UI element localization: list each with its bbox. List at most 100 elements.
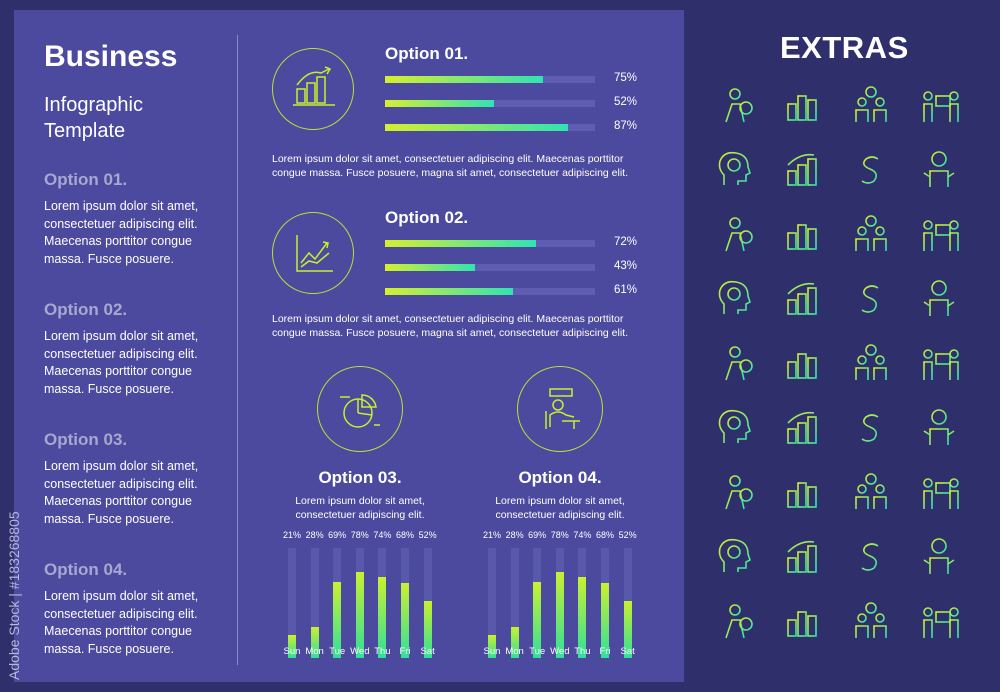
option3-icon-circle: [317, 366, 403, 452]
column-track: [533, 548, 542, 658]
column-day-label: Mon: [505, 646, 524, 657]
line-chart-icon: [712, 276, 758, 322]
dollar-cycle-icon: [712, 598, 758, 644]
divider: [237, 35, 238, 665]
column-track: [623, 548, 632, 658]
option1-title: Option 01.: [385, 44, 469, 63]
column-bar: [333, 582, 342, 658]
column-value-label: 74%: [373, 530, 392, 540]
line-chart-growth-icon: [296, 235, 333, 272]
column-bar: [601, 583, 609, 658]
column-track: [401, 548, 409, 658]
sidebar-option-4: Option 04. Lorem ipsum dolor sit amet, c…: [44, 560, 224, 658]
triangle-arrow-icon: [780, 405, 826, 451]
column-track: [378, 548, 387, 658]
column-day-label: Tue: [329, 646, 346, 657]
sidebar-option-text: Lorem ipsum dolor sit amet, consectetuer…: [44, 329, 199, 396]
bar-chart-growth-icon: [293, 66, 335, 106]
column-bar: [355, 572, 364, 658]
column-value-label: 69%: [528, 530, 547, 540]
option3-title: Option 03.: [318, 468, 402, 487]
dollar-sign-icon: [848, 147, 894, 193]
column-value-label: 21%: [482, 530, 501, 540]
column-bar: [623, 600, 632, 658]
option2-title: Option 02.: [385, 208, 469, 227]
businessman-money-icon: [712, 82, 758, 128]
watermark-text: Adobe Stock | #183268805: [6, 511, 22, 680]
person-pie-icon: [780, 469, 826, 515]
column-day-label: Thu: [374, 646, 391, 657]
column-day-label: Wed: [350, 646, 370, 657]
column-value-label: 28%: [505, 530, 524, 540]
column-track: [578, 548, 587, 658]
credit-card-icon: [712, 534, 758, 580]
option2-bar-1-label: 72%: [614, 236, 638, 248]
column-value-label: 21%: [282, 530, 301, 540]
bar-fill: [385, 100, 495, 107]
extras-panel: [684, 0, 1000, 692]
extras-title: EXTRAS: [780, 30, 909, 65]
column-day-label: Sat: [620, 646, 635, 657]
monitor-chart-icon: [780, 534, 826, 580]
column-value-label: 52%: [418, 530, 437, 540]
bar-fill: [385, 240, 537, 247]
option3-text: Lorem ipsum dolor sit amet, consectetuer…: [295, 495, 425, 521]
column-track: [510, 548, 519, 658]
coins-dollar-icon: [848, 469, 894, 515]
column-bar: [378, 576, 387, 658]
column-bar: [423, 600, 432, 658]
option1-bar-2-label: 52%: [614, 96, 638, 108]
option2-bar-3: [385, 288, 595, 295]
presentation-icon: [916, 82, 962, 128]
column-track: [333, 548, 342, 658]
money-bag-icon: [848, 405, 894, 451]
bar-fill: [385, 124, 568, 131]
team-gears-icon: [848, 82, 894, 128]
briefcase-dollar-icon: [780, 598, 826, 644]
growth-chart-icon: [780, 147, 826, 193]
speaker-board-icon: [848, 211, 894, 257]
column-day-label: Sat: [420, 646, 435, 657]
sidebar-option-title: Option 02.: [44, 300, 128, 319]
store-icon: [848, 534, 894, 580]
sidebar-option-1: Option 01. Lorem ipsum dolor sit amet, c…: [44, 170, 224, 268]
page-title: Business: [44, 40, 178, 73]
column-day-label: Fri: [399, 646, 411, 657]
manager-icon: [916, 211, 962, 257]
option1-bar-3: [385, 124, 595, 131]
column-day-label: Mon: [305, 646, 324, 657]
avatar-glasses-icon: [916, 534, 962, 580]
option2-text: Lorem ipsum dolor sit amet, consectetuer…: [272, 313, 629, 339]
option2-icon-circle: [272, 212, 354, 294]
option1-icon-circle: [272, 48, 354, 130]
column-track: [288, 548, 296, 658]
page-subtitle: Infographic Template: [44, 94, 143, 142]
column-track: [355, 548, 364, 658]
column-bar: [310, 627, 319, 658]
sidebar-option-text: Lorem ipsum dolor sit amet, consectetuer…: [44, 199, 199, 266]
sidebar-option-text: Lorem ipsum dolor sit amet, consectetuer…: [44, 459, 199, 526]
globe-dollar-icon: [848, 598, 894, 644]
shield-dollar-icon: [712, 405, 758, 451]
team-meeting-icon: [848, 276, 894, 322]
option1-bar-1: [385, 76, 595, 83]
diamond-icon: [848, 340, 894, 386]
column-bar: [510, 627, 519, 658]
column-track: [423, 548, 432, 658]
column-value-label: 68%: [595, 530, 614, 540]
pie-chart-icon: [340, 394, 380, 428]
bar-fill: [385, 76, 543, 83]
option1-bar-2: [385, 100, 595, 107]
scatter-chart-icon: [780, 211, 826, 257]
column-day-label: Sun: [483, 646, 501, 657]
column-track: [555, 548, 564, 658]
head-lightbulb-icon: [712, 211, 758, 257]
column-day-label: Sun: [283, 646, 301, 657]
column-bar: [578, 576, 587, 658]
sidebar-option-text: Lorem ipsum dolor sit amet, consectetuer…: [44, 589, 199, 656]
column-value-label: 74%: [573, 530, 592, 540]
column-bar: [401, 583, 409, 658]
column-bar: [288, 634, 296, 658]
column-value-label: 78%: [550, 530, 569, 540]
option2-bar-2-label: 43%: [614, 260, 638, 272]
